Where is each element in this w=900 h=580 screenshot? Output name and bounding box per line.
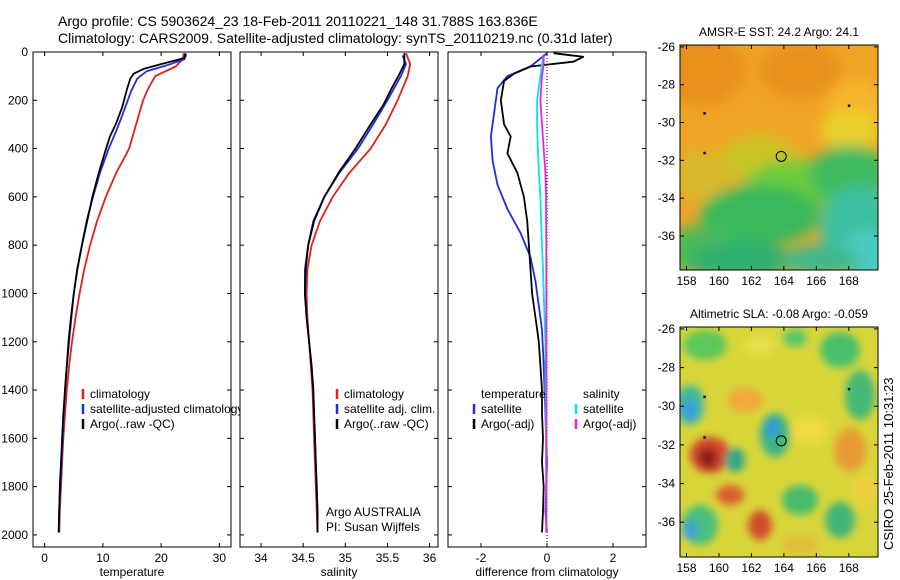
x-tick-label: 160: [709, 561, 729, 575]
float-speck: [703, 112, 706, 115]
annotation-pi: PI: Susan Wijffels: [326, 520, 420, 534]
y-tick-label: -28: [658, 78, 676, 92]
y-tick-label: 400: [8, 142, 28, 156]
y-tick-label: 600: [8, 190, 28, 204]
x-tick-label: 162: [741, 274, 761, 288]
legend-label: satellite: [583, 402, 624, 416]
x-tick-label: 34: [254, 551, 268, 565]
map-title: Altimetric SLA: -0.08 Argo: -0.059: [690, 307, 868, 321]
y-tick-label: -32: [658, 438, 676, 452]
x-tick-label: 36: [423, 551, 437, 565]
legend-label: satellite adj. clim.: [344, 402, 435, 416]
x-tick-label: 164: [774, 561, 794, 575]
y-tick-label: -26: [658, 322, 676, 336]
y-tick-label: 1600: [1, 431, 28, 445]
y-tick-label: -30: [658, 399, 676, 413]
annotation-argo-australia: Argo AUSTRALIA: [326, 505, 421, 519]
y-tick-label: -26: [658, 40, 676, 54]
plot-frame: [239, 51, 439, 548]
float-speck: [703, 436, 706, 439]
float-speck: [847, 104, 851, 108]
x-tick-label: 166: [806, 274, 826, 288]
series-line-3: [57, 52, 187, 533]
legend-label: Argo(..raw -QC): [90, 417, 175, 431]
x-axis-label: temperature: [100, 565, 165, 579]
x-tick-label: 35.5: [376, 551, 400, 565]
legend-group-title: temperature: [481, 387, 546, 401]
profile-panel-2: 34 34.5 35 35.5 36 salinity climatologysatelli…: [239, 51, 439, 579]
x-tick-label: 158: [676, 274, 696, 288]
legend-label: climatology: [90, 387, 150, 401]
x-axis-label: salinity: [321, 565, 358, 579]
y-tick-label: -36: [658, 515, 676, 529]
argo-position-marker: [775, 150, 787, 162]
x-axis-label: difference from climatology: [475, 565, 618, 579]
series-line-3: [304, 53, 406, 533]
series-line-2: [499, 52, 585, 533]
legend-label: climatology: [344, 387, 404, 401]
legend-label: Argo(-adj): [481, 417, 534, 431]
legend-label: Argo(-adj): [583, 417, 636, 431]
map-title: AMSR-E SST: 24.2 Argo: 24.1: [699, 25, 859, 39]
x-tick-label: 168: [839, 274, 859, 288]
profile-panel-1: 0 200 400 600 800 1000 1200 1400 1600 1800 2000 0 10…: [1, 45, 243, 579]
y-tick-label: 1000: [1, 286, 28, 300]
legend-label: Argo(..raw -QC): [344, 417, 429, 431]
legend-group-title: salinity: [583, 387, 620, 401]
map-axes-1: AMSR-E SST: 24.2 Argo: 24.1 158 160 162 164 1…: [658, 25, 878, 288]
x-tick-label: 2: [610, 551, 617, 565]
x-tick-label: 0: [41, 551, 48, 565]
legend-label: satellite-adjusted climatology: [90, 402, 243, 416]
x-tick-label: 168: [839, 561, 859, 575]
x-tick-label: 162: [741, 561, 761, 575]
timestamp-side-label: CSIRO 25-Feb-2011 10:31:23: [881, 378, 896, 550]
x-tick-label: 20: [154, 551, 168, 565]
y-tick-label: -34: [658, 477, 676, 491]
x-tick-label: 34.5: [292, 551, 316, 565]
sla-map: [679, 326, 879, 558]
x-tick-label: 30: [213, 551, 227, 565]
plot-frame: [32, 51, 232, 548]
header-line-2: Climatology: CARS2009. Satellite-adjuste…: [58, 30, 613, 46]
x-tick-label: 160: [709, 274, 729, 288]
y-tick-label: -32: [658, 153, 676, 167]
legend-label: satellite: [481, 402, 522, 416]
y-tick-label: 1400: [1, 383, 28, 397]
x-tick-label: -2: [476, 551, 487, 565]
x-tick-label: 10: [96, 551, 110, 565]
float-speck: [703, 395, 706, 399]
y-tick-label: 1200: [1, 335, 28, 349]
y-tick-label: -34: [658, 191, 676, 205]
header-line-1: Argo profile: CS 5903624_23 18-Feb-2011 …: [58, 13, 538, 29]
y-tick-label: 200: [8, 93, 28, 107]
series-line-4: [539, 54, 548, 533]
y-tick-label: -30: [658, 116, 676, 130]
y-tick-label: 800: [8, 238, 28, 252]
x-tick-label: 166: [806, 561, 826, 575]
x-tick-label: 0: [544, 551, 551, 565]
y-tick-label: 0: [21, 45, 28, 59]
x-tick-label: 35: [339, 551, 353, 565]
y-tick-label: -36: [658, 229, 676, 243]
map-axes-2: Altimetric SLA: -0.08 Argo: -0.059 158 160…: [658, 307, 878, 575]
float-speck: [847, 387, 851, 391]
float-speck: [703, 151, 706, 155]
x-tick-label: 164: [774, 274, 794, 288]
y-tick-label: 1800: [1, 480, 28, 494]
argo-position-marker: [775, 435, 787, 447]
sst-map: [679, 44, 879, 271]
y-tick-label: 2000: [1, 528, 28, 542]
y-tick-label: -28: [658, 361, 676, 375]
x-tick-label: 158: [676, 561, 696, 575]
